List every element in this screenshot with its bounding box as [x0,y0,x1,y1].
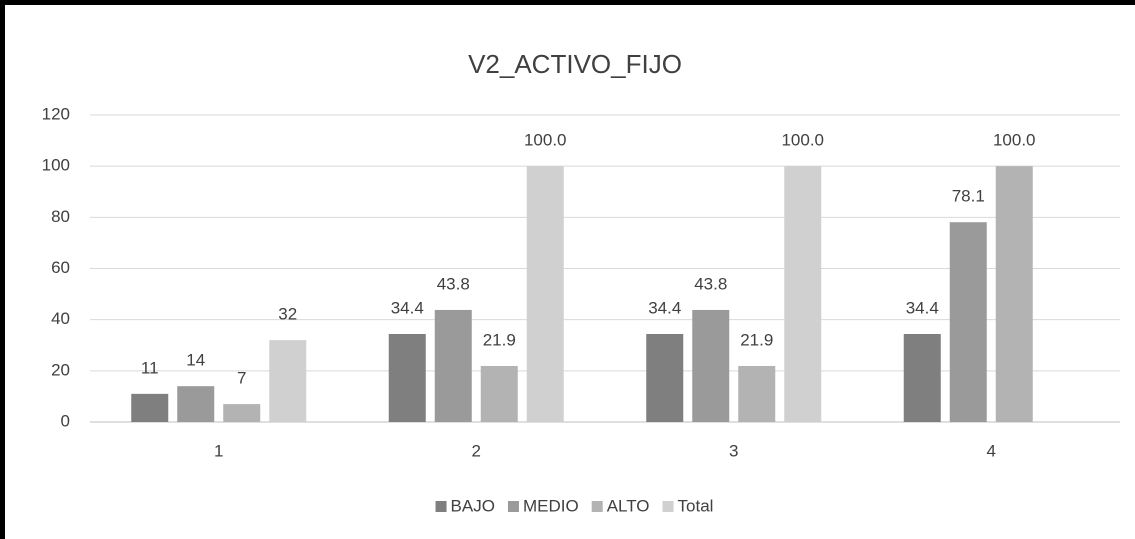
x-tick-label: 3 [729,441,738,460]
data-label: 7 [237,369,246,388]
bar [388,333,426,422]
y-tick-label: 0 [61,411,70,430]
x-tick-label: 2 [472,441,481,460]
bar [738,365,776,422]
bar [434,309,472,422]
bar [131,393,169,422]
legend-swatch [435,501,447,512]
bar [269,340,307,422]
legend-label: Total [678,496,714,515]
data-label: 21.9 [740,330,773,349]
data-label: 100.0 [524,131,567,150]
y-tick-label: 40 [51,309,70,328]
data-label: 34.4 [391,298,424,317]
data-label: 34.4 [648,298,681,317]
y-tick-label: 60 [51,258,70,277]
data-label: 43.8 [694,274,727,293]
legend-swatch [591,501,603,512]
data-label: 14 [186,351,205,370]
bar [223,404,261,422]
data-label: 100.0 [781,131,824,150]
data-label: 21.9 [483,330,516,349]
data-label: 43.8 [437,274,470,293]
data-label: 32 [278,305,297,324]
bar [177,386,215,422]
bar [949,222,987,422]
bar [526,166,564,422]
data-label: 11 [141,358,159,377]
bar [784,166,822,422]
legend-swatch [662,501,674,512]
y-tick-label: 120 [42,104,70,123]
legend-label: ALTO [607,496,650,515]
bar [480,365,518,422]
y-tick-label: 80 [51,207,70,226]
y-tick-label: 20 [51,360,70,379]
bar [903,333,941,422]
data-label: 78.1 [952,187,985,206]
data-label: 34.4 [906,298,939,317]
legend-label: MEDIO [523,496,579,515]
y-tick-label: 100 [42,156,70,175]
chart-title: V2_ACTIVO_FIJO [468,49,682,79]
legend-swatch [507,501,519,512]
bar [995,166,1033,422]
x-tick-label: 1 [214,441,223,460]
legend-label: BAJO [451,496,495,515]
data-label: 100.0 [993,131,1036,150]
bar [646,333,684,422]
bar [692,309,730,422]
x-tick-label: 4 [987,441,996,460]
